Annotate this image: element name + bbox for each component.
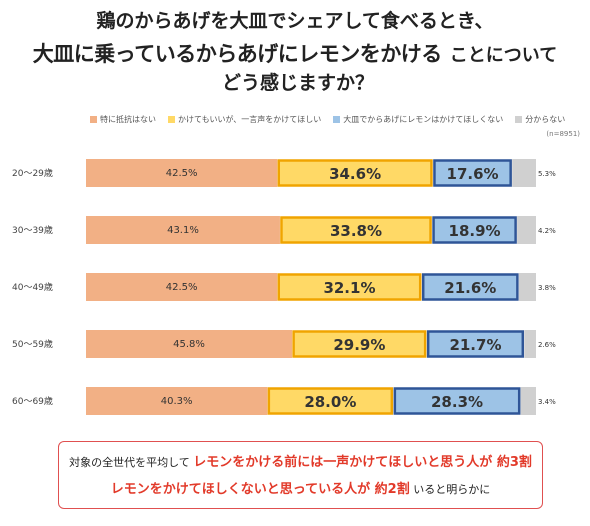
bar-0-2 xyxy=(86,273,278,301)
bar-2-1 xyxy=(432,216,517,244)
data-label-3-4: 3.4% xyxy=(538,398,556,406)
data-label-1-4: 28.0% xyxy=(304,393,356,411)
stacked-bar-chart: 20～29歳 42.5% 34.6% 17.6% 5.3% 30～39歳 43.1% 33.8… xyxy=(12,159,556,415)
legend-swatch-1 xyxy=(168,116,175,123)
data-label-3-3: 2.6% xyxy=(538,341,556,349)
data-label-0-4: 40.3% xyxy=(161,396,193,407)
data-label-2-4: 28.3% xyxy=(431,393,483,411)
data-label-3-0: 5.3% xyxy=(538,170,556,178)
sample-size: (n=8951) xyxy=(546,130,580,138)
bar-0-4 xyxy=(86,387,268,415)
category-label-4: 60～69歳 xyxy=(12,395,53,407)
legend-label-3: 分からない xyxy=(525,115,566,124)
category-label-3: 50～59歳 xyxy=(12,338,53,350)
data-label-0-2: 42.5% xyxy=(166,282,198,293)
data-label-2-1: 18.9% xyxy=(449,222,501,240)
bar-1-4 xyxy=(267,387,394,415)
bar-3-4 xyxy=(520,387,536,415)
chart-title-line1: 鶏のからあげを大皿でシェアして食べるとき、 xyxy=(96,10,494,32)
category-label-2: 40～49歳 xyxy=(12,281,53,293)
legend-swatch-2 xyxy=(333,116,341,123)
legend-item-2: 大皿でからあげにレモンはかけてほしくない xyxy=(333,114,503,125)
bar-1-1 xyxy=(280,216,432,244)
data-label-0-3: 45.8% xyxy=(173,339,205,350)
legend-item-1: かけてもいいが、一言声をかけてほしい xyxy=(168,114,321,125)
bar-1-0 xyxy=(277,159,433,187)
data-label-0-0: 42.5% xyxy=(166,168,198,179)
chart-legend: 特に抵抗はない かけてもいいが、一言声をかけてほしい 大皿でからあげにレモンはかけて… xyxy=(90,114,577,125)
summary-note-suffix: いると明らかに xyxy=(413,483,491,496)
data-label-2-2: 21.6% xyxy=(444,279,496,297)
legend-label-2: 大皿でからあげにレモンはかけてほしくない xyxy=(343,115,504,124)
data-label-1-3: 29.9% xyxy=(333,336,385,354)
data-label-3-1: 4.2% xyxy=(538,227,556,235)
bar-0-0 xyxy=(86,159,278,187)
data-label-0-1: 43.1% xyxy=(167,225,199,236)
bar-2-0 xyxy=(433,159,512,187)
chart-title-line2: 大皿に乗っているからあげにレモンをかける ことについて xyxy=(0,38,590,68)
bar-2-4 xyxy=(393,387,521,415)
data-label-1-1: 33.8% xyxy=(330,222,382,240)
bar-3-1 xyxy=(517,216,536,244)
bar-0-3 xyxy=(86,330,293,358)
data-label-3-2: 3.8% xyxy=(538,284,556,292)
category-label-0: 20～29歳 xyxy=(12,167,53,179)
summary-note-emphasis-2: レモンをかけてほしくないと思っている人が 約2割 xyxy=(110,482,410,497)
data-label-1-2: 32.1% xyxy=(323,279,375,297)
summary-note-prefix: 対象の全世代を平均して xyxy=(69,456,190,469)
legend-swatch-3 xyxy=(515,116,523,123)
summary-note-line2: レモンをかけてほしくないと思っている人が 約2割 いると明らかに xyxy=(59,478,542,497)
bar-2-3 xyxy=(426,330,525,358)
legend-label-1: かけてもいいが、一言声をかけてほしい xyxy=(178,115,322,124)
data-label-1-0: 34.6% xyxy=(329,165,381,183)
bar-0-1 xyxy=(86,216,280,244)
chart-title-line3: どう感じますか？ xyxy=(222,72,375,94)
chart-title-emphasis: 大皿に乗っているからあげにレモンをかける xyxy=(32,42,442,66)
bar-2-2 xyxy=(421,273,519,301)
bar-3-2 xyxy=(518,273,536,301)
legend-label-0: 特に抵抗はない xyxy=(100,115,156,124)
bar-1-3 xyxy=(292,330,427,358)
bar-3-3 xyxy=(524,330,536,358)
category-label-1: 30～39歳 xyxy=(12,224,53,236)
bar-3-0 xyxy=(512,159,536,187)
legend-item-0: 特に抵抗はない xyxy=(90,114,156,125)
summary-note-line1: 対象の全世代を平均して レモンをかける前には一声かけてほしいと思う人が 約3割 xyxy=(59,451,542,470)
data-label-2-3: 21.7% xyxy=(449,336,501,354)
legend-swatch-0 xyxy=(90,116,97,123)
chart-title-rest: ことについて xyxy=(449,45,558,66)
legend-item-3: 分からない xyxy=(515,114,565,125)
summary-note-emphasis-1: レモンをかける前には一声かけてほしいと思う人が 約3割 xyxy=(193,455,532,470)
data-label-2-0: 17.6% xyxy=(447,165,499,183)
bar-1-2 xyxy=(277,273,422,301)
summary-note-box: 対象の全世代を平均して レモンをかける前には一声かけてほしいと思う人が 約3割 … xyxy=(58,441,543,509)
